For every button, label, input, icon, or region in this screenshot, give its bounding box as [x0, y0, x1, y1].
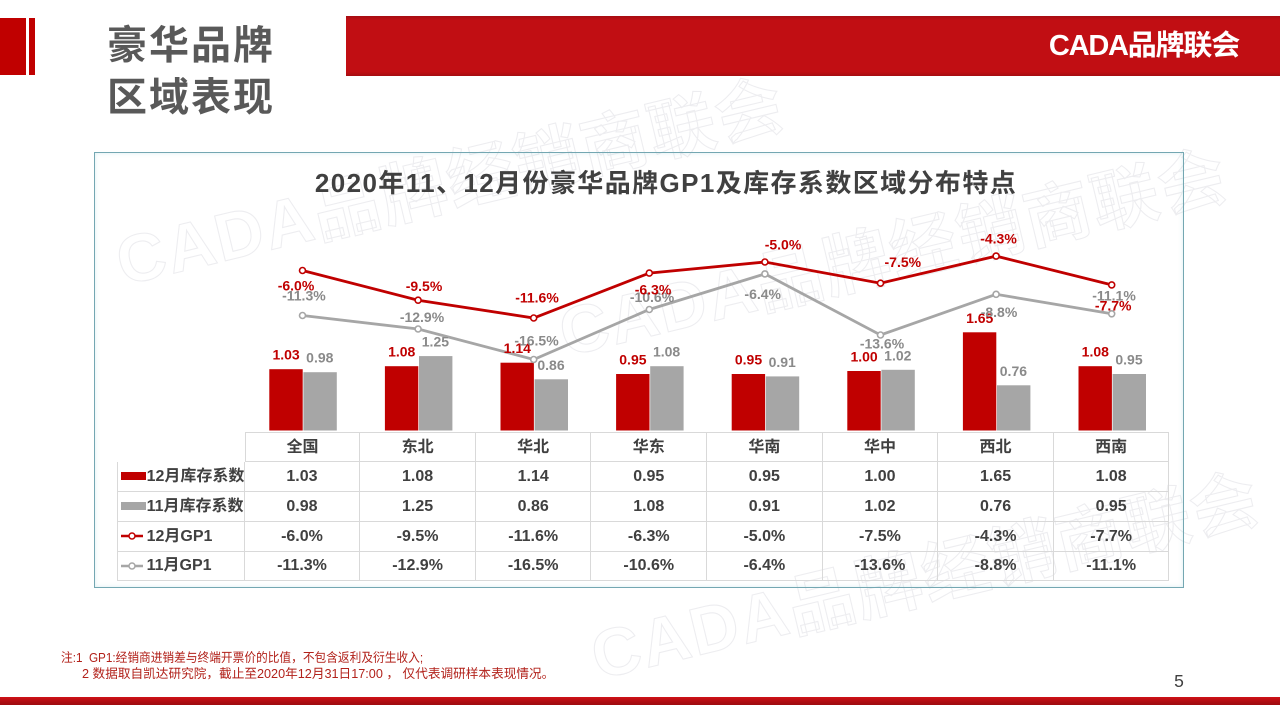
svg-text:0.91: 0.91 [769, 354, 796, 370]
svg-text:-6.0%: -6.0% [278, 278, 315, 294]
svg-text:0.86: 0.86 [537, 357, 564, 373]
svg-text:0.76: 0.76 [1000, 363, 1027, 379]
svg-text:-12.9%: -12.9% [400, 309, 445, 325]
svg-text:0.95: 0.95 [735, 352, 762, 368]
svg-text:-5.0%: -5.0% [765, 237, 802, 253]
svg-text:1.02: 1.02 [884, 347, 911, 363]
svg-text:1.08: 1.08 [388, 344, 415, 360]
svg-text:0.98: 0.98 [306, 350, 333, 366]
svg-text:1.03: 1.03 [272, 347, 299, 363]
svg-text:-10.6%: -10.6% [630, 289, 675, 305]
svg-text:-9.5%: -9.5% [406, 278, 443, 294]
svg-text:-7.5%: -7.5% [885, 254, 922, 270]
svg-text:-6.4%: -6.4% [744, 286, 781, 302]
svg-text:-13.6%: -13.6% [860, 335, 905, 351]
svg-text:-11.1%: -11.1% [1092, 288, 1136, 304]
svg-text:1.08: 1.08 [653, 344, 680, 360]
svg-text:1.00: 1.00 [850, 349, 877, 365]
svg-text:1.08: 1.08 [1082, 344, 1109, 360]
svg-text:1.14: 1.14 [504, 340, 531, 356]
svg-text:-7.7%: -7.7% [1095, 298, 1132, 314]
svg-text:-11.3%: -11.3% [282, 287, 326, 303]
svg-text:0.95: 0.95 [1115, 352, 1142, 368]
svg-text:-11.6%: -11.6% [515, 290, 559, 306]
svg-text:-8.8%: -8.8% [981, 304, 1018, 320]
svg-text:0.95: 0.95 [619, 352, 646, 368]
svg-text:-4.3%: -4.3% [980, 231, 1017, 247]
svg-text:1.65: 1.65 [966, 310, 993, 326]
svg-text:-6.3%: -6.3% [635, 282, 672, 298]
svg-text:1.25: 1.25 [422, 334, 449, 350]
svg-text:-16.5%: -16.5% [514, 333, 559, 349]
